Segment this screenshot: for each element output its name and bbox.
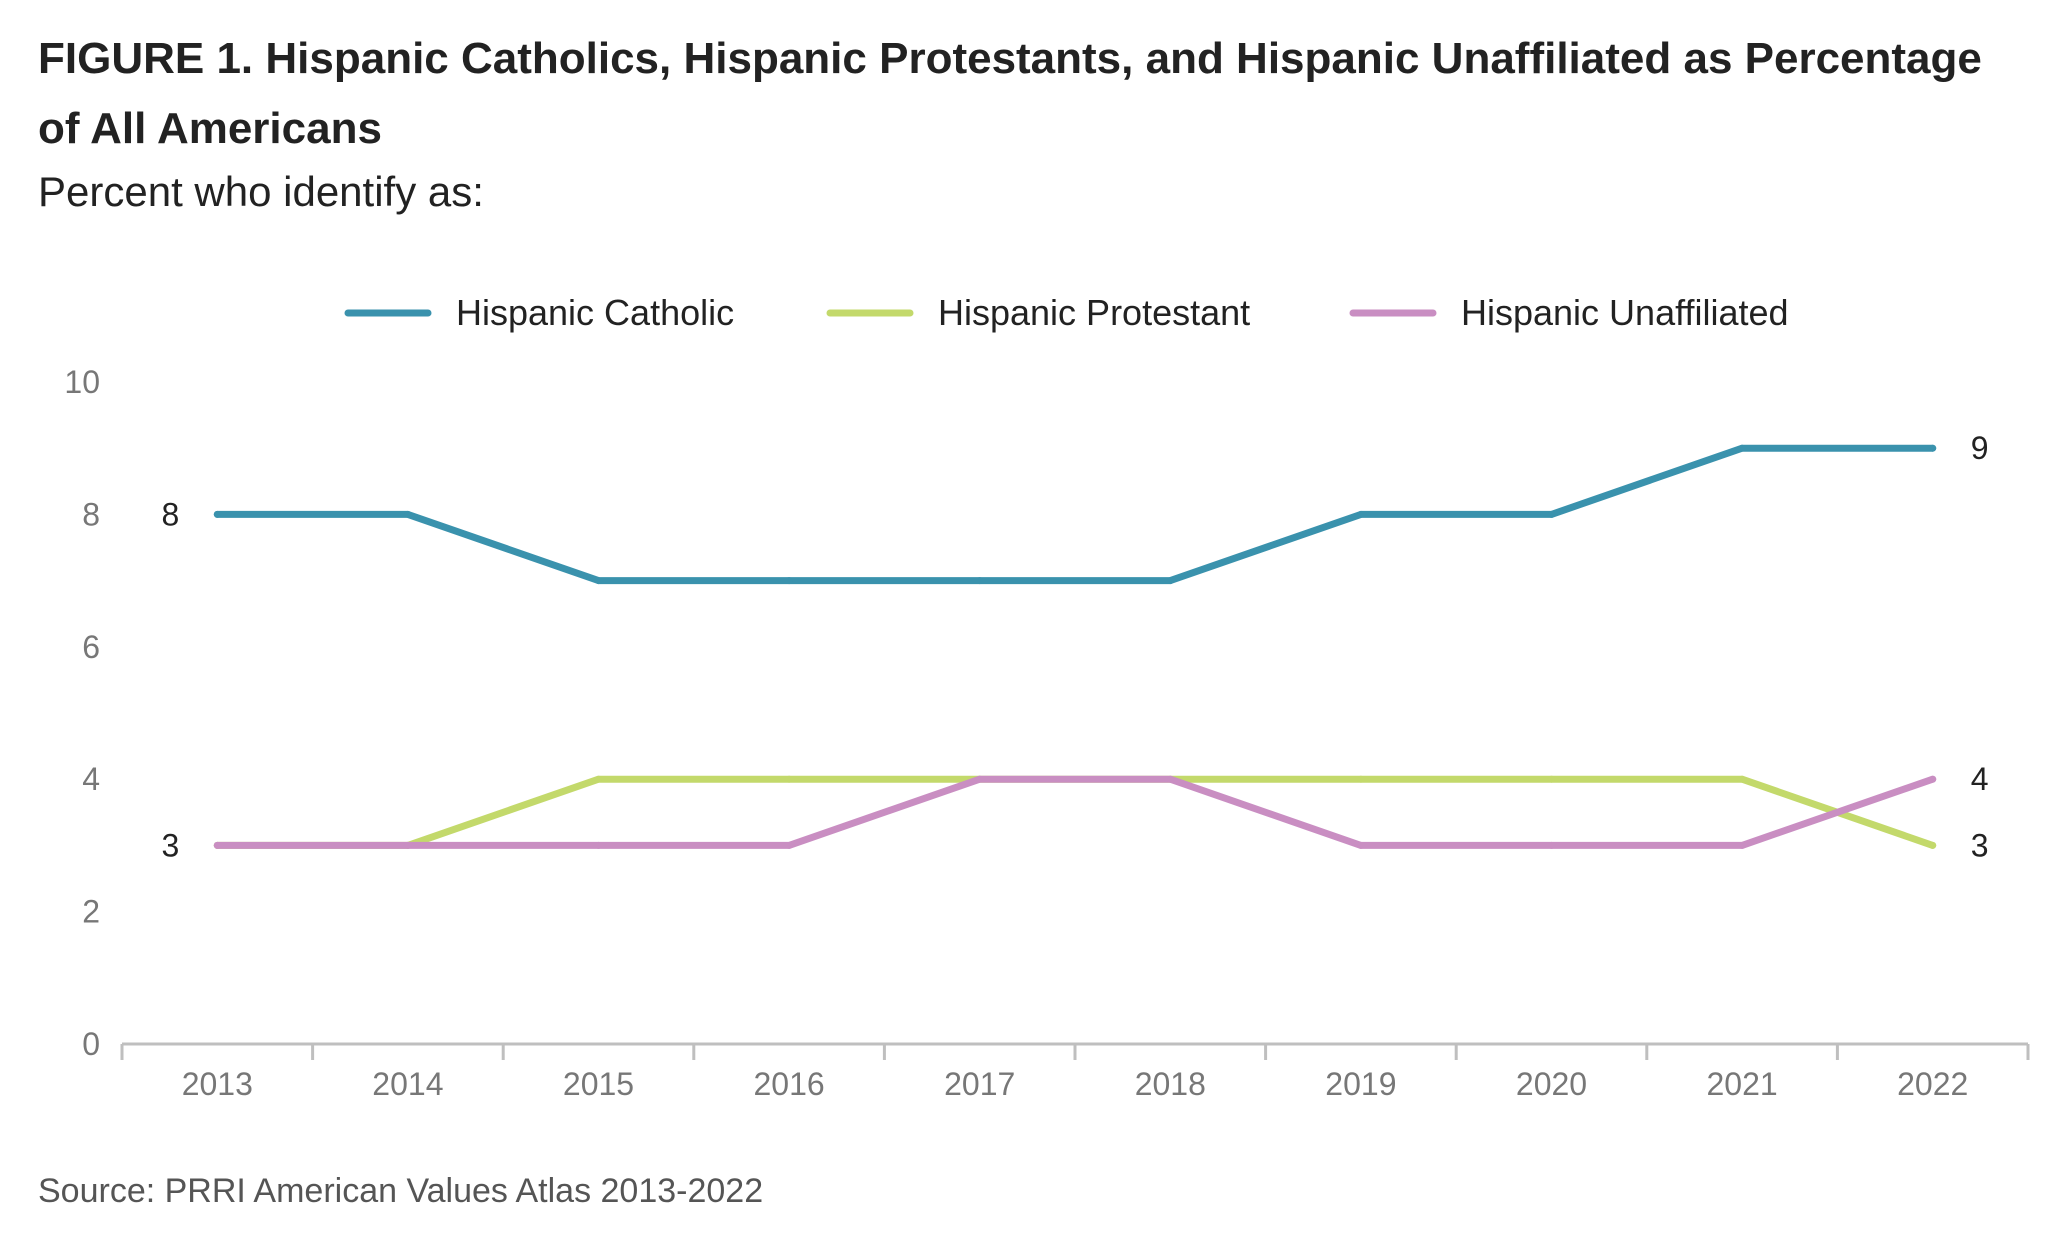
data-point [595, 775, 602, 783]
data-point [595, 841, 602, 849]
end-value-label: 4 [1971, 761, 1989, 797]
chart-series [213, 444, 1937, 849]
data-point [1929, 841, 1937, 849]
data-point [785, 577, 793, 585]
x-tick-label: 2014 [372, 1066, 443, 1102]
data-point [785, 775, 793, 783]
data-point [595, 577, 602, 585]
y-axis: 0 2 4 6 8 10 [64, 364, 100, 1062]
y-tick-label: 8 [82, 496, 100, 532]
y-tick-label: 0 [82, 1026, 100, 1062]
data-point [1166, 577, 1174, 585]
legend-label: Hispanic Protestant [938, 292, 1250, 333]
y-tick-label: 10 [64, 364, 100, 400]
y-tick-label: 6 [82, 629, 100, 665]
data-point [976, 775, 984, 783]
x-tick-label: 2022 [1897, 1066, 1968, 1102]
data-point [976, 577, 984, 585]
end-value-label: 9 [1971, 430, 1989, 466]
y-tick-label: 4 [82, 761, 100, 797]
chart-subtitle: Percent who identify as: [38, 168, 484, 215]
data-point [1548, 841, 1555, 849]
end-value-label: 3 [1971, 827, 1989, 863]
start-value-label: 8 [162, 496, 180, 532]
data-labels: 8 3 9 4 3 [162, 430, 1989, 863]
data-point [1929, 775, 1937, 783]
legend-label: Hispanic Unaffiliated [1461, 292, 1789, 333]
data-point [404, 841, 412, 849]
x-axis: 2013 2014 2015 2016 2017 2018 2019 2020 2021 2022 [120, 1042, 2030, 1102]
data-point [1357, 510, 1365, 518]
x-tick-label: 2021 [1707, 1066, 1778, 1102]
start-value-label: 3 [162, 827, 180, 863]
legend-label: Hispanic Catholic [456, 292, 734, 333]
data-point [213, 841, 221, 849]
data-point [1357, 775, 1365, 783]
series-line-hispanic-catholic [213, 444, 1937, 585]
x-tick-label: 2017 [944, 1066, 1015, 1102]
data-point [1166, 775, 1174, 783]
data-point [1548, 510, 1555, 518]
data-point [404, 510, 412, 518]
data-point [1929, 444, 1937, 452]
chart-legend: Hispanic Catholic Hispanic Protestant Hisp… [344, 292, 1789, 333]
x-tick-label: 2018 [1135, 1066, 1206, 1102]
x-tick-label: 2020 [1516, 1066, 1587, 1102]
data-point [1548, 775, 1555, 783]
x-tick-label: 2019 [1325, 1066, 1396, 1102]
series-line-hispanic-unaffiliated [213, 775, 1937, 849]
source-note: Source: PRRI American Values Atlas 2013-… [38, 1172, 764, 1210]
series-line-hispanic-protestant [213, 775, 1937, 849]
data-point [1738, 775, 1746, 783]
x-tick-label: 2015 [563, 1066, 634, 1102]
chart-title: FIGURE 1. Hispanic Catholics, Hispanic P… [38, 34, 1982, 153]
data-point [1738, 841, 1746, 849]
data-point [213, 510, 221, 518]
data-point [1357, 841, 1365, 849]
data-point [1738, 444, 1746, 452]
x-tick-label: 2013 [182, 1066, 253, 1102]
y-tick-label: 2 [82, 894, 100, 930]
x-tick-label: 2016 [754, 1066, 825, 1102]
data-point [785, 841, 793, 849]
